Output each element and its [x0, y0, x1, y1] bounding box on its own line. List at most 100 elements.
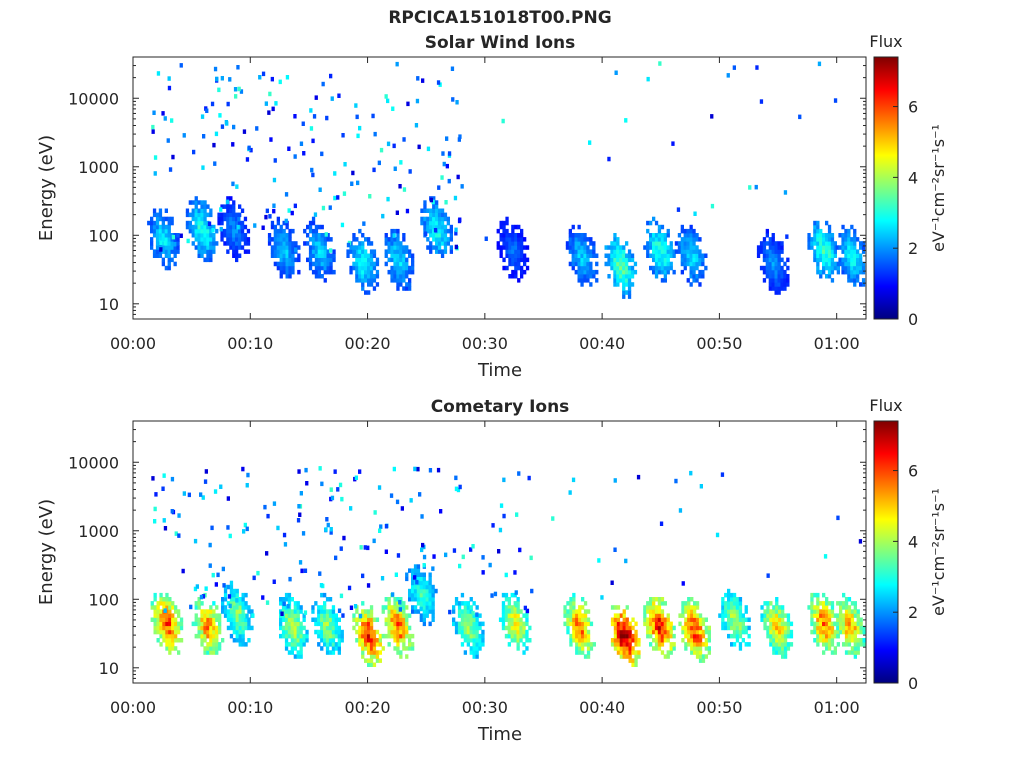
heatmap-cell	[220, 237, 224, 242]
heatmap-cell	[232, 621, 236, 627]
heatmap-cell	[251, 613, 255, 618]
heatmap-cell	[179, 625, 184, 631]
heatmap-cell	[771, 245, 775, 250]
heatmap-cell	[646, 220, 650, 226]
heatmap-cell	[282, 269, 286, 275]
heatmap-cell	[361, 265, 365, 271]
heatmap-cell	[422, 592, 426, 598]
heatmap-cell	[663, 261, 667, 267]
heatmap-cell	[325, 115, 329, 121]
heatmap-cell	[220, 233, 224, 238]
heatmap-cell	[168, 629, 172, 635]
heatmap-cell	[387, 609, 391, 614]
heatmap-cell	[581, 613, 585, 618]
heatmap-cell	[402, 625, 406, 631]
heatmap-cell	[229, 609, 234, 614]
heatmap-cell	[203, 617, 207, 622]
heatmap-cell	[364, 290, 368, 295]
x-tick-label: 00:10	[227, 698, 273, 717]
heatmap-cell	[431, 613, 435, 618]
heatmap-cell	[176, 237, 180, 242]
heatmap-cell	[744, 609, 748, 614]
heatmap-cell	[850, 237, 854, 242]
heatmap-cell	[241, 625, 245, 631]
heatmap-cell	[168, 642, 172, 647]
heatmap-cell	[236, 65, 240, 70]
heatmap-cell	[393, 269, 397, 275]
heatmap-cell	[511, 237, 515, 242]
heatmap-cell	[704, 617, 708, 622]
heatmap-cell	[287, 617, 292, 622]
heatmap-cell	[625, 253, 629, 258]
heatmap-cell	[522, 633, 526, 639]
plot-frame	[132, 56, 867, 320]
heatmap-cell	[654, 638, 659, 643]
heatmap-cell	[825, 625, 829, 631]
heatmap-cell	[856, 650, 860, 655]
heatmap-cell	[511, 224, 515, 230]
heatmap-cell	[646, 601, 650, 606]
heatmap-cell	[663, 654, 667, 659]
heatmap-cell	[209, 233, 213, 238]
heatmap-cell	[158, 224, 163, 230]
heatmap-cell	[156, 601, 160, 606]
heatmap-cell	[625, 642, 629, 647]
heatmap-cell	[766, 573, 770, 578]
heatmap-cell	[235, 216, 239, 222]
heatmap-cell	[568, 261, 572, 267]
heatmap-cell	[241, 609, 245, 614]
heatmap-cell	[308, 257, 313, 263]
heatmap-cell	[690, 613, 694, 618]
heatmap-cell	[677, 249, 682, 254]
heatmap-cell	[215, 617, 219, 622]
heatmap-cell	[200, 114, 205, 119]
heatmap-cell	[208, 542, 212, 548]
heatmap-cell	[240, 224, 245, 230]
heatmap-cell	[529, 555, 533, 561]
heatmap-cell	[589, 642, 594, 647]
heatmap-cell	[518, 547, 522, 553]
heatmap-cell	[657, 249, 662, 254]
heatmap-cell	[839, 625, 843, 631]
heatmap-cell	[197, 629, 201, 635]
heatmap-cell	[687, 609, 691, 614]
heatmap-cell	[839, 617, 843, 622]
heatmap-cell	[367, 265, 371, 271]
heatmap-cell	[338, 482, 343, 488]
heatmap-cell	[218, 617, 222, 622]
heatmap-cell	[663, 265, 667, 271]
heatmap-cell	[297, 245, 301, 250]
heatmap-cell	[768, 237, 772, 242]
heatmap-cell	[502, 220, 506, 226]
heatmap-cell	[425, 613, 429, 618]
heatmap-cell	[663, 625, 667, 631]
heatmap-cell	[209, 633, 213, 639]
heatmap-cell	[243, 224, 248, 230]
heatmap-cell	[566, 601, 570, 606]
heatmap-cell	[241, 466, 245, 472]
heatmap-cell	[396, 253, 400, 258]
heatmap-cell	[698, 646, 703, 651]
heatmap-cell	[813, 638, 817, 643]
heatmap-cell	[223, 609, 228, 614]
heatmap-cell	[689, 261, 693, 267]
heatmap-cell	[819, 621, 823, 627]
heatmap-cell	[502, 513, 506, 519]
heatmap-cell	[238, 220, 242, 226]
heatmap-cell	[690, 642, 694, 647]
heatmap-cell	[393, 245, 397, 250]
heatmap-cell	[161, 220, 165, 226]
heatmap-cell	[830, 650, 835, 655]
heatmap-cell	[238, 204, 242, 209]
heatmap-cell	[735, 601, 740, 606]
heatmap-cell	[323, 633, 327, 639]
heatmap-cell	[399, 638, 403, 643]
heatmap-cell	[850, 245, 854, 250]
heatmap-cell	[163, 526, 168, 531]
heatmap-cell	[419, 580, 423, 586]
heatmap-cell	[660, 224, 665, 230]
heatmap-cell	[375, 269, 380, 275]
heatmap-cell	[819, 237, 823, 242]
colorbar-tick-label: 4	[908, 168, 918, 187]
heatmap-cell	[774, 274, 778, 279]
